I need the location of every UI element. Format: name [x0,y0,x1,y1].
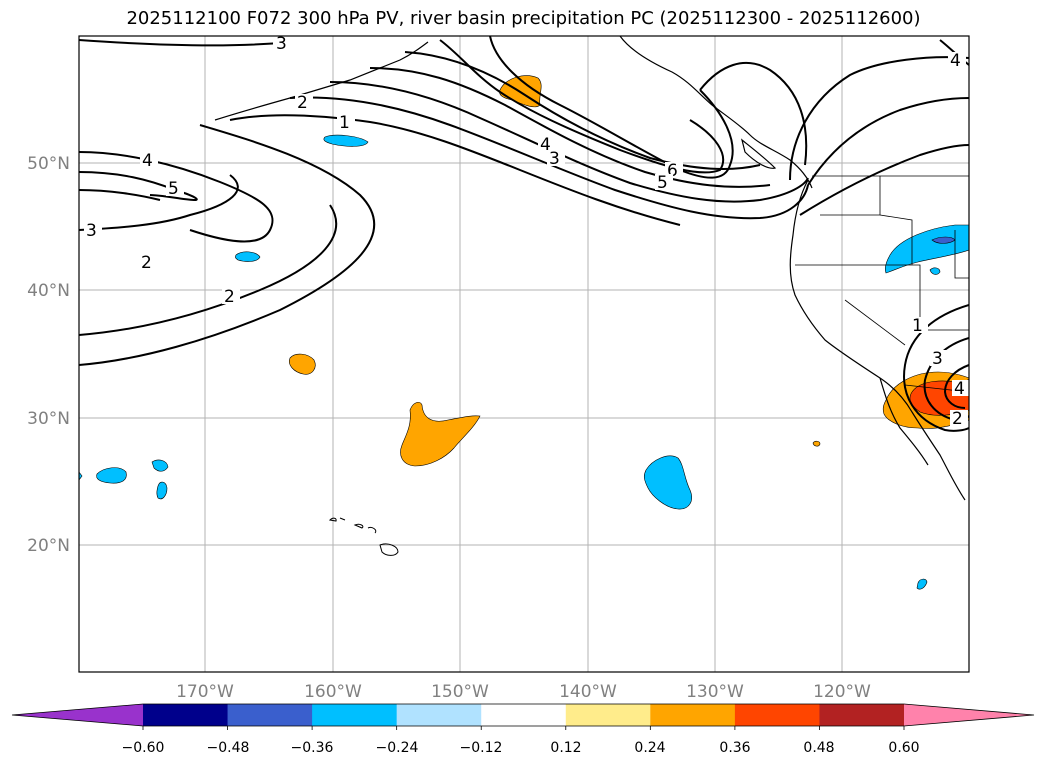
map-title: 2025112100 F072 300 hPa PV, river basin … [126,8,921,29]
contour-label: 1 [339,113,350,133]
negative-anomaly-great-basin-small [929,267,941,275]
pv-contour-sw-cutoff-1 [903,304,969,432]
colorbar-tick-label: −0.60 [122,740,165,756]
lon-label: 120°W [813,682,871,702]
positive-anomaly-central-pacific [400,401,481,467]
contour-label: 5 [657,173,668,193]
colorbar-tick-label: −0.48 [207,740,250,756]
lat-label: 50°N [27,154,70,174]
colorbar-tick-labels: −0.60 −0.48 −0.36 −0.24 −0.12 0.12 0.24 … [122,740,920,756]
pv-contour-top-north [79,39,291,47]
colorbar-segment [143,704,229,726]
positive-anomaly-subtropics-west [289,353,316,375]
colorbar [11,703,1035,730]
colorbar-tick-label: −0.24 [376,740,419,756]
pv-contour-canada-2 [807,97,969,186]
lat-label: 20°N [27,536,70,556]
colorbar-tick-label: 0.36 [719,740,750,756]
pv-contour-jet-5 [439,39,725,174]
colorbar-segment [565,704,651,726]
contour-label: 2 [224,287,235,307]
longitude-labels: 170°W 160°W 150°W 140°W 130°W 120°W [176,682,871,702]
contour-labels: 3 2 1 4 5 3 2 2 4 3 6 5 1 3 [84,34,969,429]
baja-peninsula [879,377,929,466]
latitude-labels: 50°N 40°N 30°N 20°N [27,154,70,556]
contour-label: 1 [912,316,923,336]
pv-contour-2-west-inner [79,204,337,336]
hawaiian-islands [328,517,399,556]
pv-contour-canada-3 [799,144,969,216]
pv-contour-west-edge [79,189,161,201]
contour-label: 3 [276,34,287,54]
pv-contour-canada-1 [789,56,969,181]
colorbar-segment [734,704,820,726]
contour-label: 3 [549,149,560,169]
negative-anomaly-west-small [235,251,261,262]
aleutian-chain [214,41,429,121]
contour-label: 4 [142,151,153,171]
vancouver-island [740,138,777,169]
lat-label: 40°N [27,281,70,301]
pv-contour-jet-3 [369,67,771,188]
colorbar-segment [650,704,736,726]
pv-contour-jet-2 [329,81,809,203]
colorbar-tick-label: −0.12 [460,740,503,756]
colorbar-segment [396,704,482,726]
contour-label: 4 [954,379,965,399]
pv-contour-5-west [79,171,198,202]
negative-anomaly-far-west-b [151,459,169,472]
colorbar-extend-min [12,704,143,726]
colorbar-tick-label: 0.48 [803,740,834,756]
contour-label: 3 [86,221,97,241]
pv-contour-jet-1 [289,96,809,220]
colorbar-segment [481,704,567,726]
west-coast [789,179,966,501]
contour-label: 3 [932,349,943,369]
negative-anomaly-far-west-c [156,481,168,500]
lon-label: 140°W [559,682,617,702]
colorbar-segment [819,704,905,726]
precip-anomaly-shading [79,75,969,590]
lon-label: 130°W [686,682,744,702]
pv-contour-1-central [229,114,681,226]
negative-anomaly-bering [323,134,369,147]
contour-label: 2 [952,409,963,429]
colorbar-tick-label: 0.60 [888,740,919,756]
map-frame [78,35,970,673]
map-panel [79,36,969,672]
lon-label: 150°W [431,682,489,702]
lat-label: 30°N [27,409,70,429]
negative-anomaly-hawaii-northeast [643,455,692,510]
colorbar-segment [227,704,313,726]
pv-contour-sw-cutoff-3 [943,364,969,409]
pv-contour-4-west [79,151,274,243]
political-borders [795,175,969,393]
colorbar-tick-label: 0.12 [550,740,581,756]
colorbar-tick-label: −0.36 [291,740,334,756]
contour-label: 2 [297,93,308,113]
contour-label: 4 [950,51,961,71]
negative-anomaly-far-west-a [96,467,127,484]
pv-contour-gulf-alaska [699,61,808,166]
contour-label: 6 [667,161,678,181]
contour-label: 5 [168,179,179,199]
lon-label: 170°W [176,682,234,702]
negative-anomaly-edge [79,471,83,481]
positive-anomaly-small-dot [812,440,821,447]
colorbar-segment [312,704,398,726]
colorbar-extend-max [904,704,1034,726]
contour-label: 2 [141,253,152,273]
negative-anomaly-baja-south [916,578,928,590]
pv-contour-2-west [79,124,376,366]
contour-label: 4 [540,135,551,155]
lon-label: 160°W [304,682,362,702]
colorbar-tick-label: 0.24 [634,740,665,756]
